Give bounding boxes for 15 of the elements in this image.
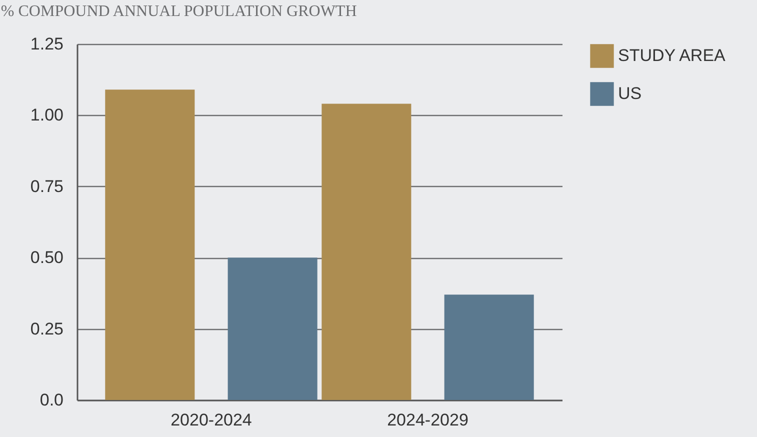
legend-label: STUDY AREA	[618, 46, 726, 65]
y-tick-label: 1.00	[30, 106, 64, 125]
y-tick-label: 0.50	[30, 248, 64, 268]
y-tick-label: 0.25	[30, 319, 64, 338]
bar	[322, 104, 412, 400]
y-tick-label: 1.25	[30, 34, 64, 54]
y-tick-label: 0.0	[40, 390, 64, 410]
bar	[105, 90, 195, 400]
bar	[444, 294, 534, 400]
x-tick-label: 2020-2024	[170, 410, 252, 430]
legend-label: US	[618, 84, 642, 103]
x-tick-label: 2024-2029	[387, 410, 468, 430]
bar	[228, 258, 318, 400]
y-tick-label: 0.75	[30, 176, 64, 196]
chart-title: % COMPOUND ANNUAL POPULATION GROWTH	[0, 3, 358, 20]
